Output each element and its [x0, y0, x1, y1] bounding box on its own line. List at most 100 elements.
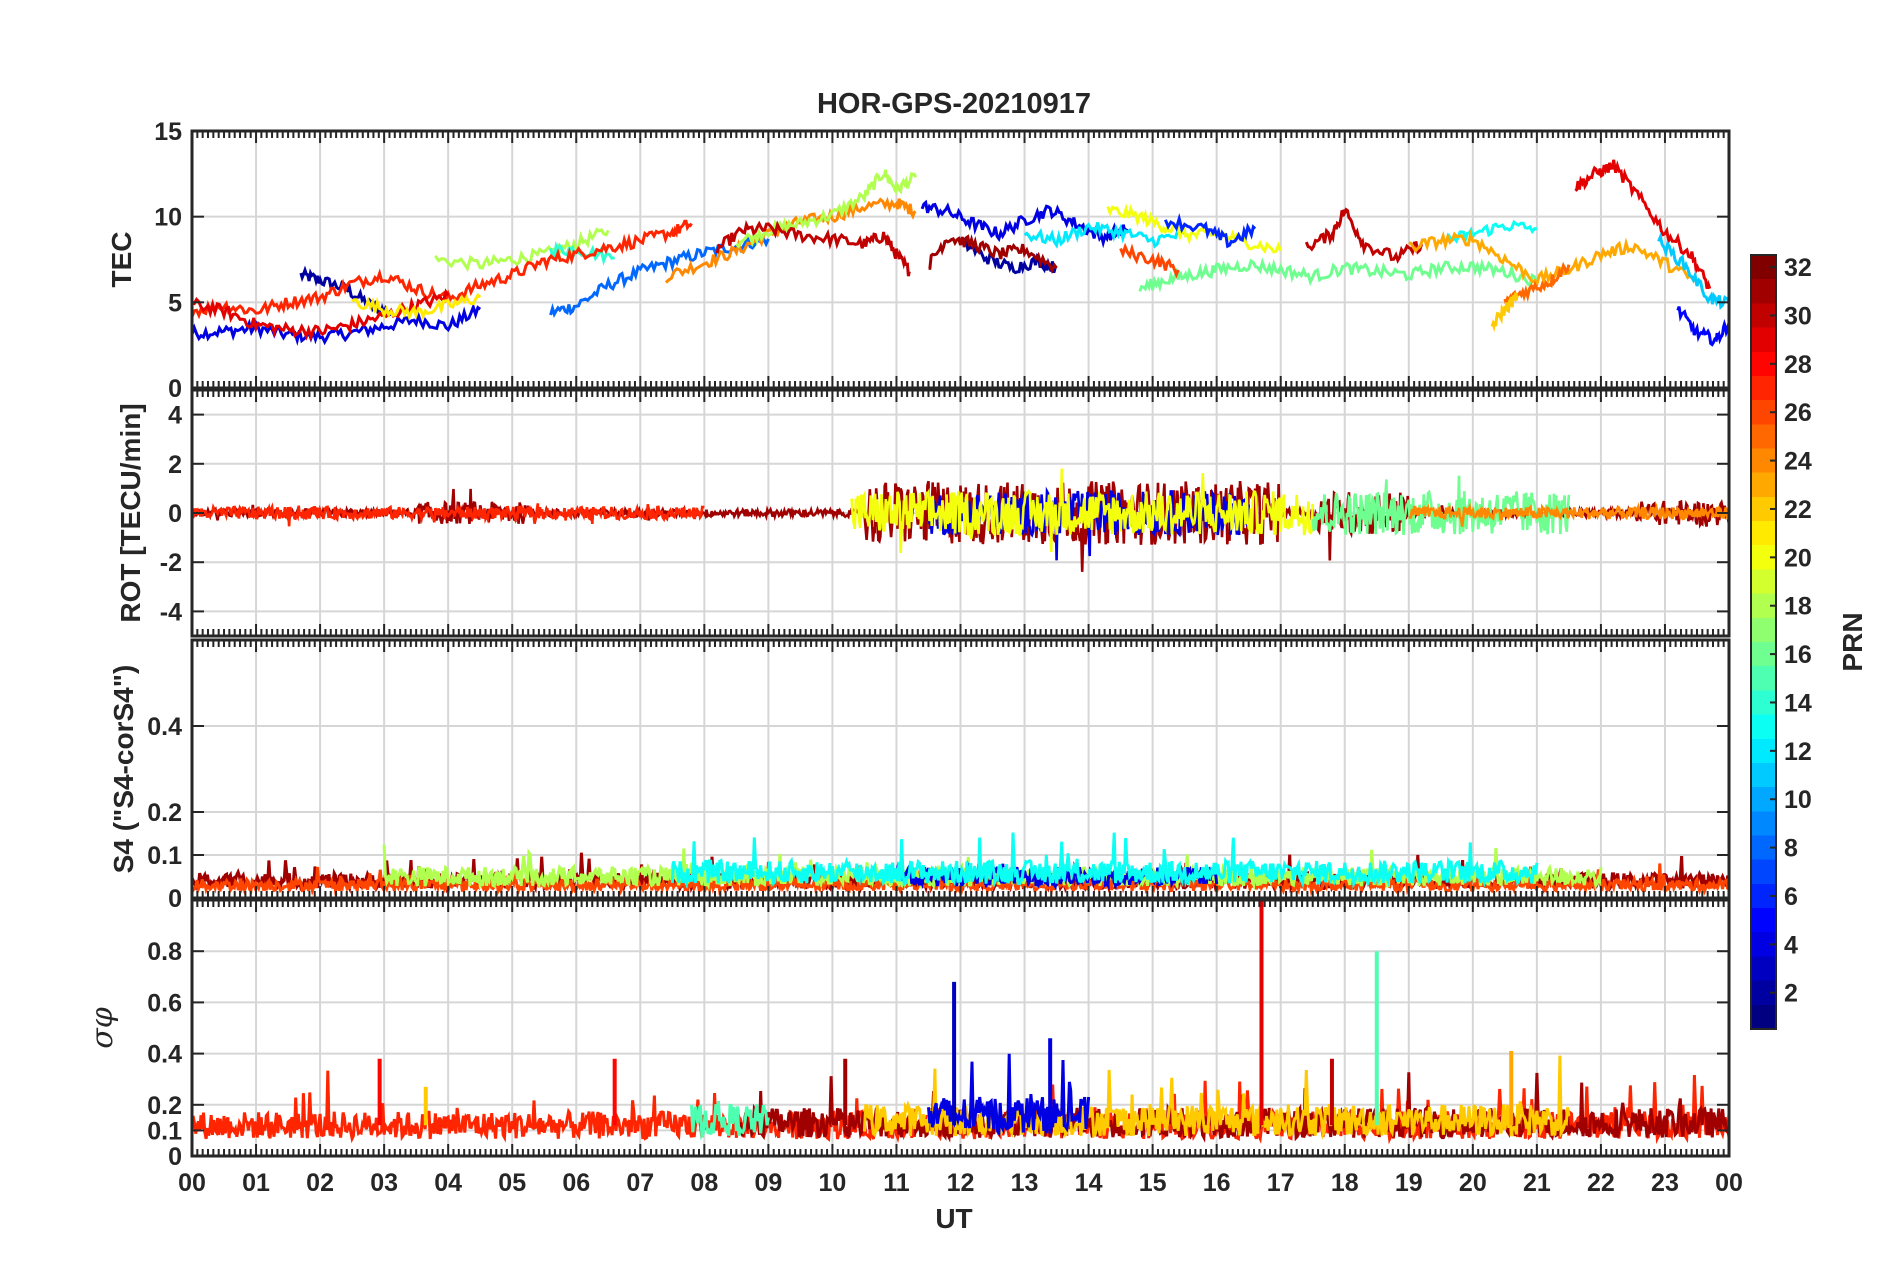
x-tick-label: 03 [370, 1169, 398, 1197]
y-tick-label: 10 [154, 204, 182, 232]
panel-sigma_phi: 00.10.2 0.4 0.6 0.8 σφ [85, 898, 1731, 1171]
y-tick-label: 15 [154, 118, 182, 146]
colorbar-tick-label: 12 [1784, 738, 1812, 766]
y-tick-label: 0 [168, 1143, 182, 1171]
y-tick-label: 0 [168, 885, 182, 913]
series-prn-29 [1574, 159, 1712, 290]
y-tick-label: 0 [168, 375, 182, 403]
series-prn-22 [862, 1055, 1571, 1140]
y-tick-label: 0.1 [147, 1117, 182, 1145]
colorbar-tick-label: 10 [1784, 786, 1812, 814]
y-tick-label: 0.4 [147, 1041, 182, 1069]
series-prn-31 [928, 234, 1058, 275]
x-tick-label: 21 [1523, 1169, 1551, 1197]
series-prn-30 [1304, 207, 1424, 264]
panel-rot-ticks [191, 390, 1730, 636]
series-prn-16 [1311, 475, 1571, 536]
x-tick-label: 09 [754, 1169, 782, 1197]
colorbar-label: PRN [1837, 612, 1868, 671]
series-prn-4 [920, 199, 1129, 249]
x-tick-label: 12 [947, 1169, 975, 1197]
series-prn-5 [1676, 306, 1729, 347]
x-tick-label: 07 [626, 1169, 654, 1197]
colorbar-tick-label: 30 [1784, 302, 1812, 330]
x-tick-label: 23 [1651, 1169, 1679, 1197]
colorbar-tick-label: 6 [1784, 883, 1798, 911]
x-tick-label: 22 [1587, 1169, 1615, 1197]
y-axis-label-sigma_phi: σφ [85, 1007, 120, 1048]
y-tick-label: 0.6 [147, 989, 182, 1017]
panel-sigma_phi-ticks [191, 900, 1730, 1157]
colorbar-scale [1750, 254, 1777, 1030]
y-tick-label: 0.1 [147, 842, 182, 870]
colorbar-tick-label: 14 [1784, 689, 1812, 717]
colorbar-tick-label: 24 [1784, 448, 1812, 476]
x-tick-label: 20 [1459, 1169, 1487, 1197]
x-tick-label: 16 [1203, 1169, 1231, 1197]
colorbar-tick-label: 18 [1784, 593, 1812, 621]
y-axis-label-tec: TEC [106, 232, 137, 288]
series-prn-30 [715, 219, 911, 277]
x-tick-label: 05 [498, 1169, 526, 1197]
y-tick-label: 5 [168, 289, 182, 317]
panel-sigma_phi-data [192, 900, 1729, 1145]
colorbar-tick-label: 2 [1784, 980, 1798, 1008]
series-prn-21 [351, 292, 482, 322]
x-tick-label: 17 [1267, 1169, 1295, 1197]
colorbar-tick-label: 8 [1784, 835, 1798, 863]
chart-title: HOR-GPS-20210917 [817, 88, 1091, 120]
panel-rot: -4 -2 0 2 4 ROT [TECU/min] [115, 388, 1731, 638]
panel-s4: 0 0.1 0.2 0.4 S4 ("S4-corS4") [108, 638, 1731, 913]
x-tick-label: 15 [1139, 1169, 1167, 1197]
colorbar-tick-label: 16 [1784, 641, 1812, 669]
series-prn-15 [690, 1100, 770, 1141]
series-prn-6 [1164, 213, 1257, 249]
panel-tec-ticks [191, 130, 1730, 389]
y-tick-label: -4 [160, 598, 182, 626]
panel-tec-data [192, 159, 1729, 347]
x-tick-label: 19 [1395, 1169, 1423, 1197]
x-tick-labels: 00 01 02 03 04 05 06 07 08 09 10 11 12 13 14 15 16 17 18 19… [178, 1169, 1743, 1197]
x-tick-label: 18 [1331, 1169, 1359, 1197]
y-tick-label: 0.2 [147, 1092, 182, 1120]
y-tick-label: 2 [168, 451, 182, 479]
x-tick-label: 02 [306, 1169, 334, 1197]
x-tick-label: 01 [242, 1169, 270, 1197]
y-axis-label-rot: ROT [TECU/min] [115, 403, 146, 622]
series-prn-27 [192, 502, 705, 527]
series-prn-22 [1490, 292, 1519, 333]
x-axis-label: UT [935, 1203, 972, 1234]
x-tick-label: 00 [1715, 1169, 1743, 1197]
colorbar-tick-label: 26 [1784, 399, 1812, 427]
series-prn-20 [1106, 203, 1283, 255]
series-prn-20 [850, 468, 1314, 553]
y-tick-label: 0.4 [147, 713, 182, 741]
series-prn-26 [1119, 242, 1180, 279]
series-prn-16 [1138, 257, 1539, 293]
x-tick-label: 11 [883, 1169, 910, 1197]
series-prn-13 [1445, 219, 1537, 245]
y-tick-label: 0.2 [147, 799, 182, 827]
colorbar-tick-label: 28 [1784, 351, 1812, 379]
y-tick-label: 4 [168, 402, 182, 430]
series-prn-24 [1408, 502, 1729, 527]
series-prn-13 [670, 832, 1539, 890]
panel-tec: 0 5 10 15 TEC [106, 118, 1731, 403]
y-axis-label-s4: S4 ("S4-corS4") [108, 665, 139, 874]
y-tick-label: 0 [168, 500, 182, 528]
colorbar-tick-label: 20 [1784, 544, 1812, 572]
x-tick-label: 08 [690, 1169, 718, 1197]
x-tick-label: 04 [434, 1169, 462, 1197]
series-prn-31 [734, 1072, 1729, 1143]
series-prn-11 [1657, 232, 1729, 310]
y-tick-label: 0.8 [147, 938, 182, 966]
x-tick-label: 06 [562, 1169, 590, 1197]
y-tick-label: -2 [160, 549, 182, 577]
x-tick-label: 00 [178, 1169, 206, 1197]
series-prn-12 [1023, 222, 1186, 249]
colorbar-tick-label: 22 [1784, 496, 1812, 524]
